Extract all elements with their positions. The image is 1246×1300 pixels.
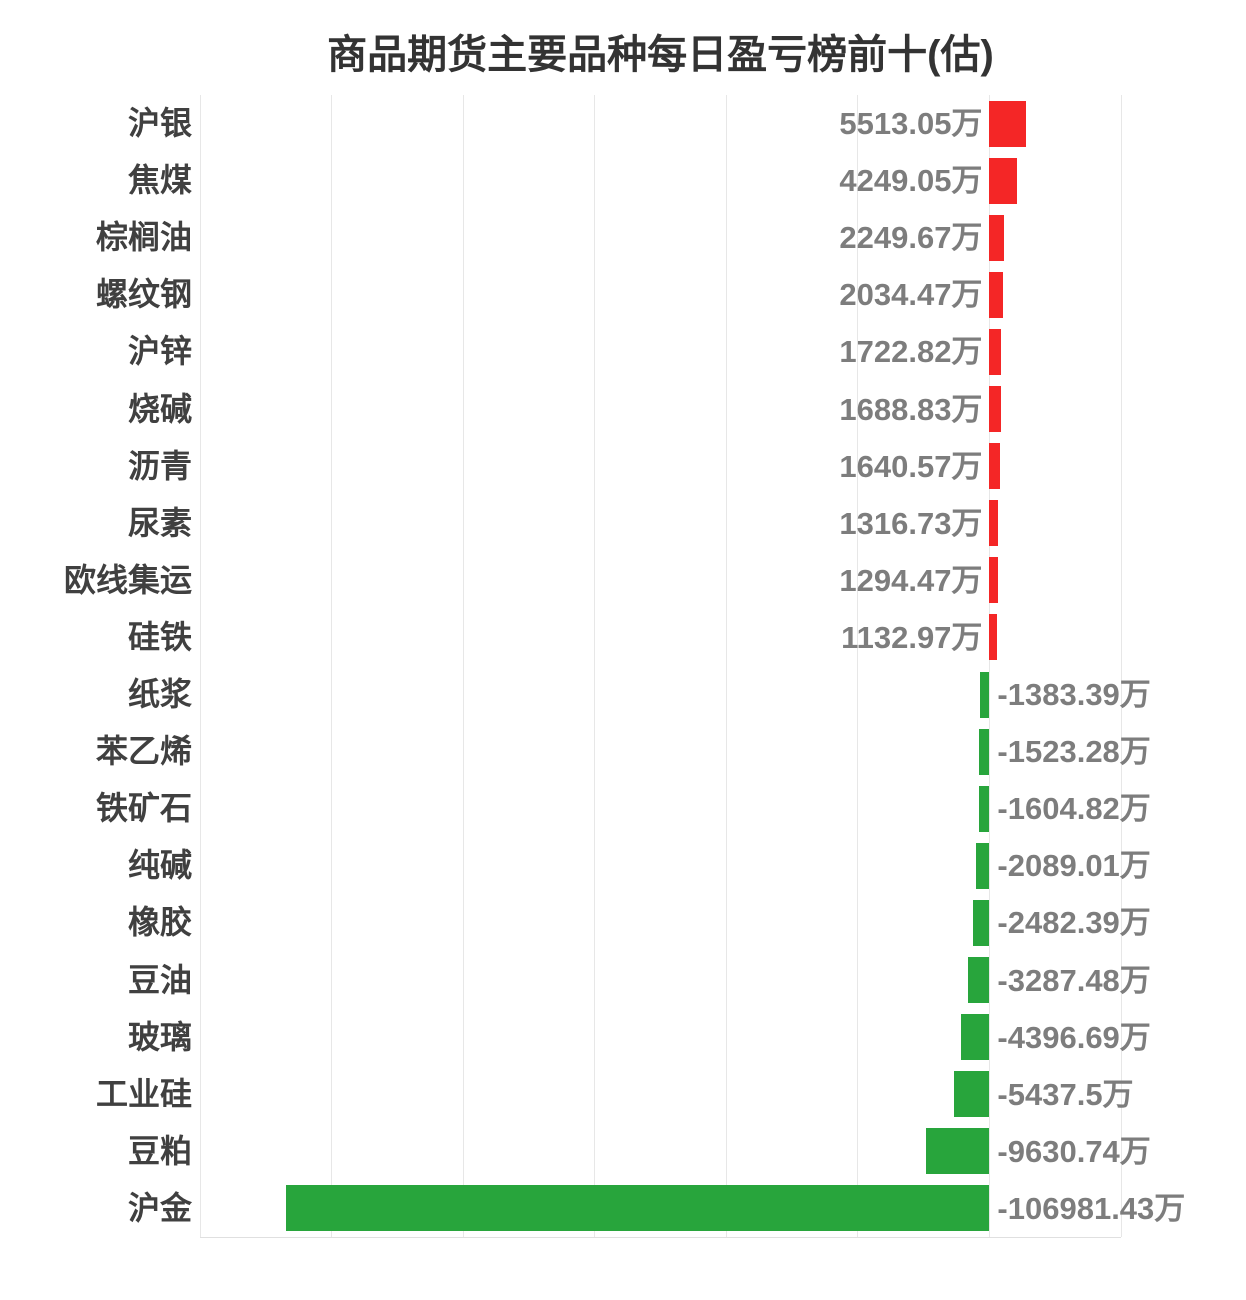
value-label: -2089.01万 xyxy=(997,848,1151,884)
bar-negative xyxy=(285,1185,990,1232)
value-label: -1383.39万 xyxy=(997,677,1151,712)
bar-positive xyxy=(989,100,1026,147)
value-label: 4249.05万 xyxy=(839,163,983,199)
plot-area: 5513.05万 4249.05万 2249.67万 2034.47万 1722.82万… xyxy=(199,95,1185,1238)
bar-negative xyxy=(967,957,990,1004)
category-label: 尿素 xyxy=(127,504,192,541)
bar-negative xyxy=(953,1071,990,1118)
bar-positive xyxy=(989,157,1018,204)
gridline xyxy=(462,95,464,1237)
value-label: -9630.74万 xyxy=(997,1133,1151,1169)
value-label: 1688.83万 xyxy=(839,391,983,427)
gridline xyxy=(1120,95,1122,1237)
gridline xyxy=(725,95,727,1237)
value-label: 1722.82万 xyxy=(839,334,983,370)
category-label: 工业硅 xyxy=(95,1075,192,1112)
bar-negative xyxy=(980,671,990,718)
value-label: -1604.82万 xyxy=(997,791,1151,827)
gridline xyxy=(988,95,990,1237)
bar-negative xyxy=(979,728,990,775)
category-label: 焦煤 xyxy=(127,162,192,199)
value-label: 1316.73万 xyxy=(839,505,983,541)
bar-positive xyxy=(989,214,1005,261)
bar-negative xyxy=(926,1128,990,1175)
value-label: 2249.67万 xyxy=(839,220,983,256)
bar-positive xyxy=(989,614,997,661)
bar-positive xyxy=(989,500,999,547)
category-label: 沪锌 xyxy=(127,333,192,370)
bar-positive xyxy=(989,271,1003,318)
gridline xyxy=(594,95,596,1237)
category-label: 螺纹钢 xyxy=(95,276,192,313)
category-label: 沪银 xyxy=(127,105,192,141)
value-label: -2482.39万 xyxy=(997,905,1151,941)
value-label: 5513.05万 xyxy=(839,106,983,141)
gridline xyxy=(857,95,859,1237)
category-label: 沥青 xyxy=(127,447,192,484)
bar-negative xyxy=(960,1014,990,1061)
value-label: -5437.5万 xyxy=(997,1076,1134,1112)
category-label: 硅铁 xyxy=(127,618,192,655)
category-label: 欧线集运 xyxy=(63,561,192,598)
value-label: -106981.43万 xyxy=(997,1190,1186,1226)
category-label: 纯碱 xyxy=(127,847,192,884)
value-label: 1294.47万 xyxy=(839,562,983,598)
category-label: 棕榈油 xyxy=(95,219,192,256)
value-label: 1640.57万 xyxy=(839,448,983,484)
category-label: 纸浆 xyxy=(127,676,192,712)
category-label: 沪金 xyxy=(127,1189,192,1226)
bar-negative xyxy=(975,842,990,889)
gridline xyxy=(199,95,201,1237)
bar-negative xyxy=(978,785,990,832)
bar-positive xyxy=(989,443,1001,490)
value-label: 1132.97万 xyxy=(841,619,983,655)
bar-positive xyxy=(989,557,998,604)
y-axis-category-labels: 沪银焦煤棕榈油螺纹钢沪锌烧碱沥青尿素欧线集运硅铁纸浆苯乙烯铁矿石纯碱橡胶豆油玻璃… xyxy=(0,95,192,1237)
value-label: -3287.48万 xyxy=(997,962,1151,998)
x-axis-line xyxy=(200,1237,1121,1238)
bar-negative xyxy=(973,899,990,946)
category-label: 玻璃 xyxy=(127,1018,192,1055)
category-label: 苯乙烯 xyxy=(95,733,192,770)
value-label: -1523.28万 xyxy=(997,734,1151,770)
gridline xyxy=(331,95,333,1237)
category-label: 豆油 xyxy=(127,961,192,998)
bar-positive xyxy=(989,328,1001,375)
value-label: -4396.69万 xyxy=(997,1019,1151,1055)
bar-positive xyxy=(989,386,1001,433)
value-label: 2034.47万 xyxy=(839,277,983,313)
category-label: 橡胶 xyxy=(127,904,192,941)
chart-title: 商品期货主要品种每日盈亏榜前十(估) xyxy=(327,33,994,77)
category-label: 烧碱 xyxy=(127,390,192,427)
category-label: 豆粕 xyxy=(127,1132,192,1169)
category-label: 铁矿石 xyxy=(95,790,192,827)
